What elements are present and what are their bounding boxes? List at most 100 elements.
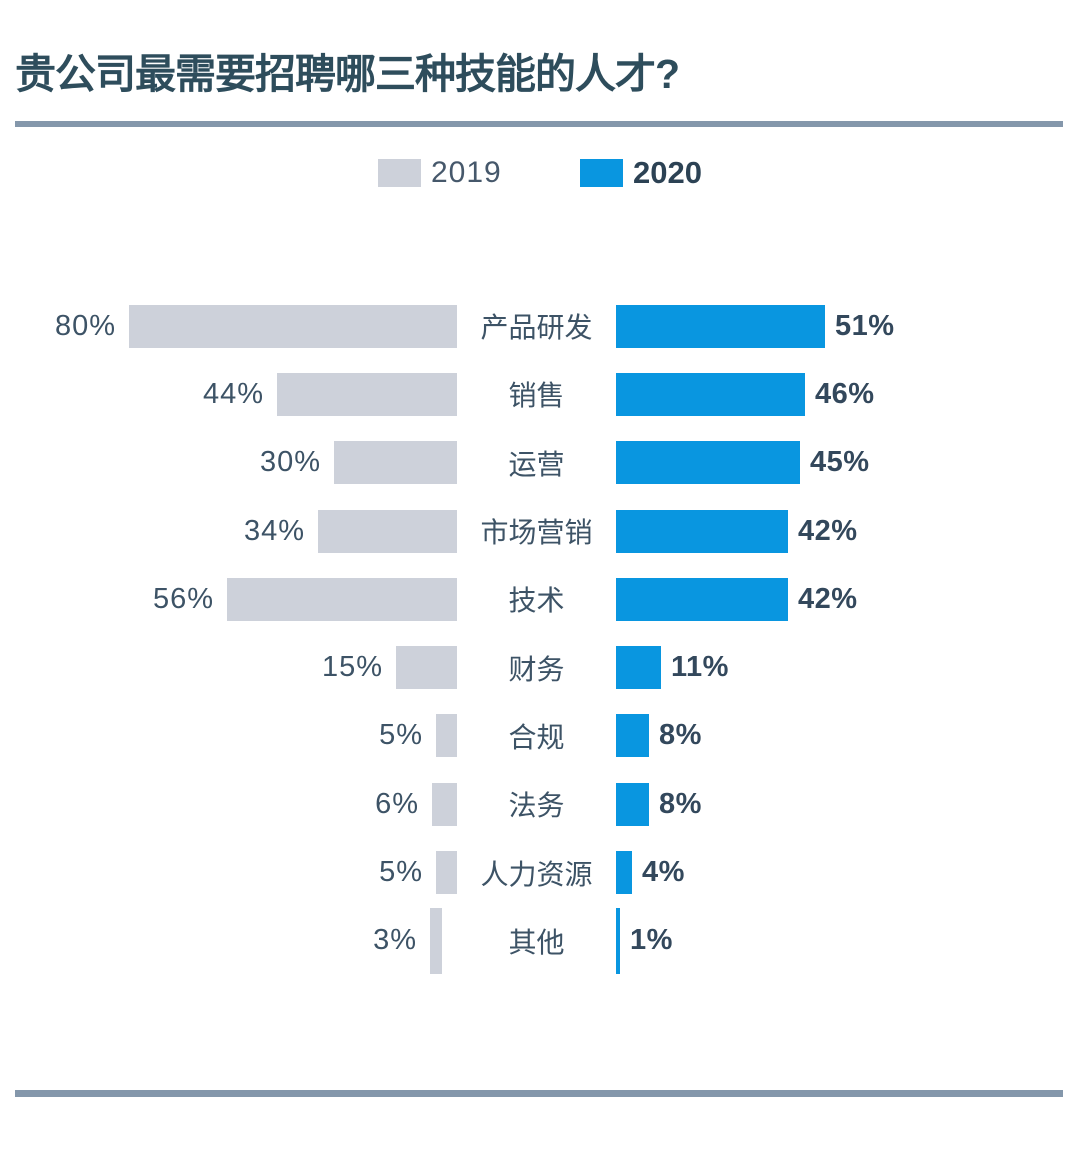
row-center-zone: 财务: [457, 648, 616, 688]
row-left-zone: 5%: [0, 714, 457, 758]
bar-2020: [616, 509, 788, 553]
category-label: 合规: [508, 721, 565, 753]
bar-2019: [334, 441, 457, 485]
row-left-zone: 30%: [0, 441, 457, 485]
value-2019: 34%: [243, 514, 305, 547]
row-center-zone: 人力资源: [457, 853, 616, 893]
title-divider: [15, 121, 1063, 127]
row-center-zone: 产品研发: [457, 306, 616, 346]
value-2019: 5%: [379, 719, 423, 752]
bar-2020: [616, 714, 649, 758]
bar-2019: [318, 509, 457, 553]
page-title: 贵公司最需要招聘哪三种技能的人才?: [15, 51, 680, 97]
bar-2020: [616, 441, 800, 485]
chart-row: 30% 运营 45%: [0, 429, 1078, 497]
row-center-zone: 其他: [457, 921, 616, 961]
row-right-zone: 51%: [616, 304, 1078, 348]
bar-2019: [227, 577, 457, 621]
row-right-zone: 1%: [616, 907, 1078, 974]
row-center-zone: 合规: [457, 716, 616, 756]
row-left-zone: 56%: [0, 577, 457, 621]
chart-rows: 80% 产品研发 51% 44% 销售 46% 30% 运营: [0, 292, 1078, 975]
bar-2020: [616, 577, 788, 621]
chart-row: 6% 法务 8%: [0, 770, 1078, 838]
legend-item-2020: 2020: [580, 155, 702, 190]
bar-2019: [129, 304, 457, 348]
legend-swatch-2019: [378, 159, 421, 187]
bar-2020: [616, 646, 661, 690]
bar-2020: [616, 304, 825, 348]
category-label: 运营: [508, 448, 565, 480]
row-left-zone: 3%: [0, 907, 457, 974]
row-left-zone: 6%: [0, 782, 457, 826]
value-2020: 42%: [798, 582, 858, 615]
legend-label-2019: 2019: [431, 156, 502, 189]
legend-item-2019: 2019: [378, 156, 502, 189]
row-right-zone: 4%: [616, 851, 1078, 895]
legend-swatch-2020: [580, 159, 623, 187]
value-2019: 80%: [54, 309, 116, 342]
bar-2019: [436, 851, 457, 895]
chart-row: 5% 合规 8%: [0, 702, 1078, 770]
bar-2020: [616, 851, 632, 895]
category-label: 产品研发: [480, 312, 593, 344]
row-right-zone: 8%: [616, 714, 1078, 758]
value-2020: 8%: [659, 787, 702, 820]
value-2019: 44%: [202, 377, 264, 410]
chart-row: 5% 人力资源 4%: [0, 838, 1078, 906]
value-2019: 3%: [373, 924, 417, 957]
category-label: 人力资源: [480, 858, 593, 890]
value-2020: 4%: [642, 856, 685, 889]
bar-2020: [616, 372, 805, 416]
chart-row: 3% 其他 1%: [0, 907, 1078, 975]
chart-row: 15% 财务 11%: [0, 633, 1078, 701]
bar-2019: [432, 782, 457, 826]
row-center-zone: 技术: [457, 579, 616, 619]
bar-2019: [277, 372, 457, 416]
row-right-zone: 46%: [616, 372, 1078, 416]
chart-row: 80% 产品研发 51%: [0, 292, 1078, 360]
row-left-zone: 15%: [0, 646, 457, 690]
bar-2020: [616, 907, 620, 974]
value-2020: 46%: [815, 377, 875, 410]
value-2019: 5%: [379, 856, 423, 889]
bar-2019: [396, 646, 457, 690]
row-right-zone: 45%: [616, 441, 1078, 485]
category-label: 销售: [508, 380, 565, 412]
category-label: 市场营销: [480, 517, 593, 549]
row-center-zone: 市场营销: [457, 511, 616, 551]
bar-2019: [436, 714, 457, 758]
row-right-zone: 42%: [616, 509, 1078, 553]
value-2020: 45%: [810, 446, 870, 479]
legend-label-2020: 2020: [633, 155, 702, 190]
value-2019: 6%: [375, 787, 419, 820]
row-center-zone: 运营: [457, 443, 616, 483]
value-2020: 8%: [659, 719, 702, 752]
value-2020: 1%: [630, 924, 673, 957]
chart-row: 44% 销售 46%: [0, 360, 1078, 428]
bar-2020: [616, 782, 649, 826]
category-label: 技术: [508, 585, 565, 617]
chart-row: 56% 技术 42%: [0, 565, 1078, 633]
row-right-zone: 42%: [616, 577, 1078, 621]
category-label: 法务: [508, 790, 565, 822]
value-2019: 15%: [321, 651, 383, 684]
value-2019: 30%: [259, 446, 321, 479]
row-right-zone: 11%: [616, 646, 1078, 690]
category-label: 其他: [508, 926, 565, 958]
value-2020: 11%: [671, 651, 729, 684]
category-label: 财务: [508, 653, 565, 685]
row-right-zone: 8%: [616, 782, 1078, 826]
row-left-zone: 80%: [0, 304, 457, 348]
footer-divider: [15, 1090, 1063, 1097]
row-center-zone: 销售: [457, 374, 616, 414]
row-left-zone: 34%: [0, 509, 457, 553]
row-left-zone: 5%: [0, 851, 457, 895]
value-2020: 51%: [835, 309, 895, 342]
chart-row: 34% 市场营销 42%: [0, 497, 1078, 565]
value-2020: 42%: [798, 514, 858, 547]
value-2019: 56%: [152, 582, 214, 615]
bar-2019: [430, 907, 442, 974]
row-left-zone: 44%: [0, 372, 457, 416]
